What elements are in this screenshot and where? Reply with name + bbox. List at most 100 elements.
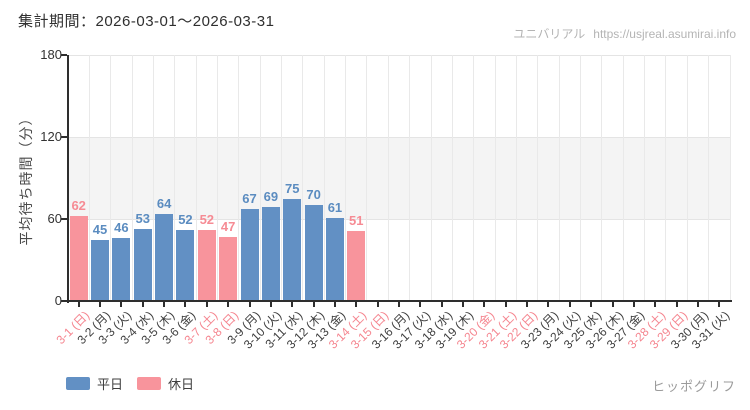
bar-value-label: 53 bbox=[135, 210, 150, 226]
y-tick-label: 60 bbox=[47, 211, 62, 226]
v-gridline bbox=[409, 55, 411, 301]
y-tick-label: 120 bbox=[40, 129, 62, 144]
bar-value-label: 75 bbox=[284, 180, 300, 196]
bar bbox=[283, 198, 302, 301]
v-gridline bbox=[515, 55, 517, 301]
bar bbox=[219, 236, 238, 301]
bar bbox=[261, 206, 280, 301]
v-gridline bbox=[601, 55, 603, 301]
h-gridline bbox=[68, 54, 730, 56]
legend-swatch-weekday bbox=[66, 377, 90, 390]
v-gridline bbox=[281, 55, 283, 301]
v-gridline bbox=[494, 55, 496, 301]
y-tick bbox=[61, 218, 67, 220]
bar-value-label: 47 bbox=[220, 218, 236, 234]
v-gridline bbox=[451, 55, 453, 301]
watermark-site-name: ユニバリアル bbox=[513, 27, 586, 41]
bar-value-label: 70 bbox=[306, 187, 321, 203]
v-gridline bbox=[345, 55, 347, 301]
x-tick bbox=[269, 302, 272, 307]
bar bbox=[304, 205, 323, 301]
x-tick bbox=[99, 302, 102, 307]
x-tick bbox=[419, 302, 422, 307]
x-tick bbox=[696, 302, 699, 307]
x-tick bbox=[483, 302, 486, 307]
x-tick bbox=[355, 302, 358, 307]
x-tick bbox=[205, 302, 208, 307]
grid-band bbox=[68, 137, 730, 219]
plot-area: 62 3-1 (日) 45 3-2 (月) 46 3-3 (火) 53 3-4 (水) 64 3-… bbox=[53, 54, 733, 352]
v-gridline bbox=[195, 55, 197, 301]
bar bbox=[155, 213, 174, 301]
v-gridline bbox=[665, 55, 667, 301]
x-tick bbox=[568, 302, 571, 307]
v-gridline bbox=[131, 55, 133, 301]
y-axis-line bbox=[67, 55, 69, 303]
x-tick bbox=[141, 302, 144, 307]
watermark: ユニバリアル https://usjreal.asumirai.info bbox=[513, 25, 736, 42]
x-tick bbox=[654, 302, 657, 307]
v-gridline bbox=[430, 55, 432, 301]
v-gridline bbox=[152, 55, 154, 301]
x-tick bbox=[312, 302, 315, 307]
v-gridline bbox=[473, 55, 475, 301]
v-gridline bbox=[537, 55, 539, 301]
x-tick bbox=[718, 302, 721, 307]
x-tick bbox=[376, 302, 379, 307]
v-gridline bbox=[174, 55, 176, 301]
x-tick bbox=[333, 302, 336, 307]
x-tick bbox=[611, 302, 614, 307]
bar bbox=[176, 229, 195, 301]
bar-value-label: 61 bbox=[327, 199, 343, 215]
x-tick bbox=[291, 302, 294, 307]
v-gridline bbox=[366, 55, 368, 301]
bar-value-label: 69 bbox=[263, 188, 279, 204]
x-tick bbox=[504, 302, 507, 307]
legend-item-holiday[interactable]: 休日 bbox=[137, 374, 194, 393]
x-tick bbox=[526, 302, 529, 307]
v-gridline bbox=[387, 55, 389, 301]
bar-value-label: 46 bbox=[114, 220, 129, 236]
legend-item-weekday[interactable]: 平日 bbox=[66, 374, 123, 393]
x-axis-line bbox=[67, 300, 732, 302]
bar bbox=[240, 209, 259, 301]
bar bbox=[69, 216, 88, 301]
legend-item-label: 休日 bbox=[168, 377, 195, 392]
v-gridline bbox=[708, 55, 710, 301]
bar bbox=[133, 228, 152, 301]
x-tick bbox=[440, 302, 443, 307]
x-tick bbox=[632, 302, 635, 307]
v-gridline bbox=[88, 55, 90, 301]
y-tick bbox=[61, 54, 67, 56]
y-tick-label: 0 bbox=[54, 293, 62, 308]
x-tick bbox=[77, 302, 80, 307]
v-gridline bbox=[259, 55, 261, 301]
v-gridline bbox=[558, 55, 560, 301]
v-gridline bbox=[729, 55, 731, 301]
x-tick bbox=[248, 302, 251, 307]
legend-swatch-holiday bbox=[137, 377, 162, 390]
y-tick bbox=[61, 300, 67, 302]
y-tick bbox=[61, 136, 67, 138]
bar-value-label: 51 bbox=[349, 213, 364, 229]
bar-value-label: 62 bbox=[71, 198, 86, 214]
x-tick bbox=[590, 302, 593, 307]
y-tick-label: 180 bbox=[40, 47, 62, 62]
watermark-url: https://usjreal.asumirai.info bbox=[593, 27, 736, 41]
v-gridline bbox=[238, 55, 240, 301]
bar-value-label: 45 bbox=[92, 221, 108, 237]
legend: 平日 休日 bbox=[66, 374, 194, 393]
x-tick bbox=[184, 302, 187, 307]
x-tick bbox=[227, 302, 230, 307]
x-tick bbox=[120, 302, 123, 307]
v-gridline bbox=[110, 55, 112, 301]
bar bbox=[325, 217, 344, 301]
v-gridline bbox=[644, 55, 646, 301]
report-period-title: 集計期間：2026-03-01～2026-03-31 bbox=[18, 13, 275, 30]
x-tick bbox=[547, 302, 550, 307]
bar-value-label: 52 bbox=[199, 211, 215, 227]
bar bbox=[197, 229, 216, 301]
bar bbox=[347, 231, 366, 301]
bar bbox=[112, 238, 131, 301]
